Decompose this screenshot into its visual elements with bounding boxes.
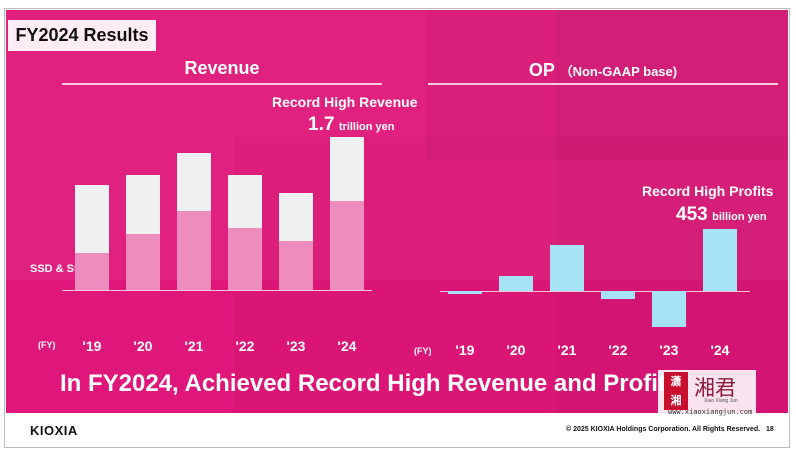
op-heading: OP （Non-GAAP base) [428, 60, 778, 81]
revenue-fy-label: (FY) [38, 340, 56, 350]
revenue-x-tick: '24 [337, 338, 357, 354]
op-record-unit: billion yen [712, 211, 767, 223]
op-record-value: 453 billion yen [676, 204, 767, 226]
op-x-tick: '23 [659, 342, 679, 358]
op-title: OP [528, 60, 555, 80]
revenue-ssd-bar [279, 240, 313, 290]
page-number: 18 [766, 426, 774, 433]
watermark-pinyin: Xiao Xiang Jun [704, 398, 738, 404]
revenue-ssd-bar [177, 211, 211, 290]
tagline: In FY2024, Achieved Record High Revenue … [60, 370, 680, 397]
revenue-ssd-bar [330, 200, 364, 290]
copyright-text: © 2025 KIOXIA Holdings Corporation. All … [566, 426, 761, 433]
op-x-tick: '19 [455, 342, 475, 358]
revenue-record-value: 1.7 trillion yen [308, 114, 395, 136]
revenue-underline [62, 83, 382, 85]
watermark-url: www.xiaoxiangjun.com [668, 408, 753, 416]
op-record-label: Record High Profits [642, 183, 774, 199]
revenue-record-label: Record High Revenue [272, 94, 418, 110]
op-x-tick: '21 [557, 342, 577, 358]
op-record-number: 453 [676, 204, 708, 225]
revenue-ssd-bar [126, 233, 160, 290]
op-fy-label: (FY) [414, 346, 432, 356]
revenue-x-tick: '22 [235, 338, 255, 354]
revenue-x-tick: '23 [286, 338, 306, 354]
revenue-baseline [62, 290, 372, 291]
revenue-x-tick: '19 [82, 338, 102, 354]
kioxia-logo: KIOXIA [30, 423, 78, 438]
watermark-seal: 潇湘 [664, 372, 688, 410]
watermark-chars: 湘君 [694, 376, 736, 400]
title-box [8, 20, 156, 51]
pink-background [6, 10, 788, 413]
op-x-tick: '20 [506, 342, 526, 358]
revenue-ssd-bar [228, 228, 262, 290]
op-underline [428, 83, 778, 85]
op-x-tick: '24 [710, 342, 730, 358]
op-x-tick: '22 [608, 342, 628, 358]
op-bar [550, 245, 584, 291]
revenue-ssd-bar [75, 253, 109, 290]
revenue-x-tick: '20 [133, 338, 153, 354]
op-baseline [440, 291, 750, 292]
op-bar [601, 291, 635, 299]
slide-title: FY2024 Results [15, 25, 149, 45]
revenue-record-number: 1.7 [308, 114, 335, 135]
op-bar [448, 291, 482, 295]
op-bar [499, 275, 533, 291]
revenue-heading: Revenue [184, 58, 260, 78]
op-bar [652, 291, 686, 328]
op-subtitle: （Non-GAAP base) [559, 64, 678, 79]
revenue-record-unit: trillion yen [338, 121, 395, 133]
op-bar [703, 229, 737, 291]
revenue-x-tick: '21 [184, 338, 204, 354]
